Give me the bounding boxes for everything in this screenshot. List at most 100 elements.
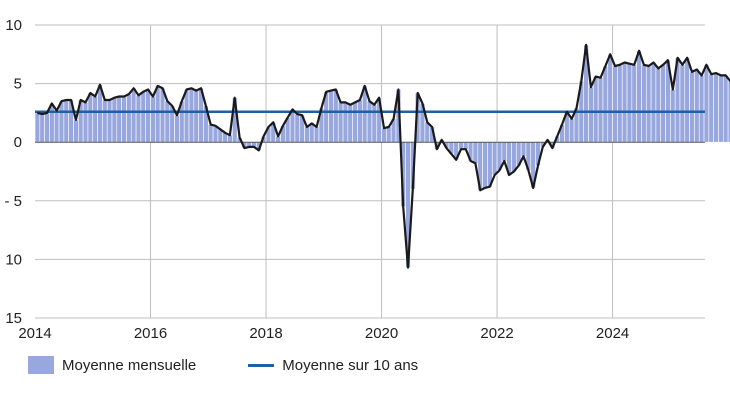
bar	[44, 112, 50, 143]
x-tick-label: 2016	[134, 325, 167, 342]
y-axis-ticks: 10 5 0 - 5 10 15	[4, 17, 22, 327]
bar	[49, 103, 55, 143]
bar	[708, 73, 714, 143]
bar	[607, 53, 613, 143]
bar	[626, 63, 633, 143]
bar	[501, 141, 507, 162]
bar	[352, 102, 358, 143]
bar	[188, 87, 195, 143]
x-tick-label: 2018	[249, 325, 282, 342]
bar	[111, 97, 118, 143]
bar	[660, 64, 666, 143]
bar	[159, 87, 166, 143]
bar	[568, 118, 575, 143]
bar	[698, 75, 705, 143]
y-tick-label: 0	[14, 134, 22, 151]
bar	[612, 65, 618, 143]
bar	[371, 104, 378, 143]
bar	[636, 50, 642, 143]
bar	[145, 89, 151, 143]
y-tick-label: - 5	[4, 193, 22, 210]
bar	[87, 92, 94, 143]
bar	[511, 141, 517, 172]
bar	[650, 62, 657, 143]
legend-item-average: Moyenne sur 10 ans	[248, 357, 418, 374]
bar	[164, 100, 171, 143]
bar	[294, 113, 301, 143]
chart: 10 5 0 - 5 10 15 2014 2016 2018 2020 2022 2024	[4, 17, 730, 342]
bar	[670, 89, 676, 143]
bar	[593, 76, 599, 143]
bars	[34, 44, 730, 268]
x-tick-label: 2022	[480, 325, 513, 342]
bar	[645, 65, 652, 143]
y-tick-label: 10	[5, 17, 22, 34]
x-tick-label: 2024	[596, 325, 629, 342]
bar	[684, 57, 690, 143]
bar	[694, 69, 700, 143]
bar	[381, 127, 387, 143]
bar	[130, 87, 137, 143]
bar	[92, 96, 98, 143]
grid	[35, 24, 705, 319]
y-tick-label: 15	[5, 310, 22, 327]
y-tick-label: 5	[14, 76, 22, 93]
bar	[713, 72, 719, 143]
bar	[597, 77, 604, 143]
bar	[126, 93, 132, 143]
x-axis-ticks: 2014 2016 2018 2020 2022 2024	[18, 325, 629, 342]
bar	[304, 126, 310, 143]
bar	[116, 96, 122, 143]
bar	[39, 113, 45, 143]
bar	[520, 141, 527, 157]
monthly-line-layer	[37, 43, 730, 269]
bar	[342, 102, 349, 143]
legend-label-average: Moyenne sur 10 ans	[282, 356, 419, 374]
bar	[309, 123, 315, 143]
bar	[617, 64, 623, 143]
legend-label-bars: Moyenne mensuelle	[62, 356, 197, 374]
x-tick-label: 2014	[18, 325, 51, 342]
bar	[337, 102, 344, 143]
bar	[73, 119, 79, 143]
bar	[366, 100, 373, 143]
bar	[655, 68, 662, 143]
bar	[386, 126, 392, 143]
bar	[722, 75, 729, 143]
legend-swatch-average	[248, 363, 275, 367]
bar	[174, 114, 180, 143]
bar	[63, 99, 69, 143]
bar	[135, 95, 142, 143]
legend-swatch-bars	[28, 356, 54, 374]
bar	[183, 89, 190, 143]
bar	[631, 64, 637, 143]
bar	[679, 64, 686, 143]
bar	[333, 89, 339, 143]
bar	[718, 75, 724, 143]
bar	[641, 64, 647, 143]
monthly-line	[37, 43, 730, 269]
bar	[155, 85, 161, 143]
bar	[106, 99, 113, 143]
bar	[53, 110, 60, 143]
bar	[140, 91, 147, 143]
bar	[482, 141, 488, 189]
bar	[82, 102, 89, 143]
bar	[313, 126, 320, 143]
bar	[207, 124, 214, 143]
bar	[150, 96, 156, 143]
bar	[347, 104, 353, 143]
bar	[102, 99, 108, 143]
bar	[472, 141, 479, 164]
bar	[34, 112, 41, 143]
x-tick-label: 2020	[365, 325, 398, 342]
bar	[121, 96, 127, 143]
bar	[689, 71, 695, 143]
bar	[621, 62, 628, 143]
bar	[703, 64, 710, 143]
bar	[328, 90, 334, 143]
bar	[58, 100, 65, 143]
bar	[193, 90, 199, 143]
legend-item-bars: Moyenne mensuelle	[28, 356, 196, 374]
bar	[602, 65, 609, 143]
